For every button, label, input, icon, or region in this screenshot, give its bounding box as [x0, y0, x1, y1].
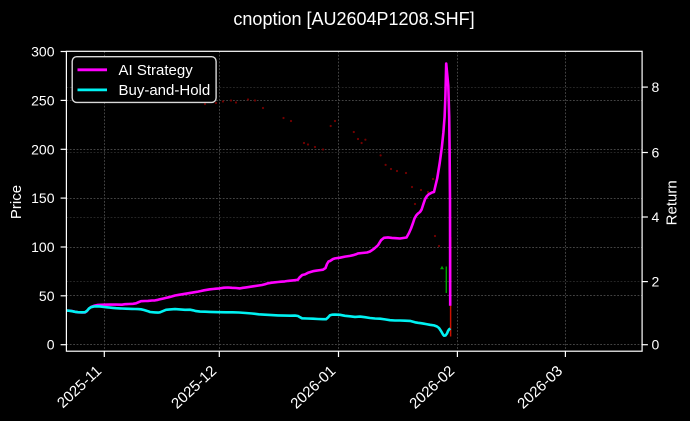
- svg-text:Buy-and-Hold: Buy-and-Hold: [119, 82, 211, 99]
- svg-text:cnoption [AU2604P1208.SHF]: cnoption [AU2604P1208.SHF]: [233, 9, 474, 29]
- svg-text:Return: Return: [664, 180, 681, 225]
- svg-text:100: 100: [31, 239, 55, 255]
- svg-text:0: 0: [47, 337, 55, 353]
- svg-text:150: 150: [31, 190, 55, 206]
- svg-text:6: 6: [652, 145, 660, 161]
- svg-text:250: 250: [31, 92, 55, 108]
- svg-text:AI Strategy: AI Strategy: [119, 62, 194, 79]
- svg-text:200: 200: [31, 141, 55, 157]
- svg-text:8: 8: [652, 79, 660, 95]
- svg-text:50: 50: [39, 288, 55, 304]
- svg-text:Price: Price: [8, 185, 25, 219]
- svg-text:0: 0: [652, 337, 660, 353]
- svg-text:4: 4: [652, 209, 660, 225]
- svg-text:300: 300: [31, 44, 55, 60]
- svg-text:2: 2: [652, 274, 660, 290]
